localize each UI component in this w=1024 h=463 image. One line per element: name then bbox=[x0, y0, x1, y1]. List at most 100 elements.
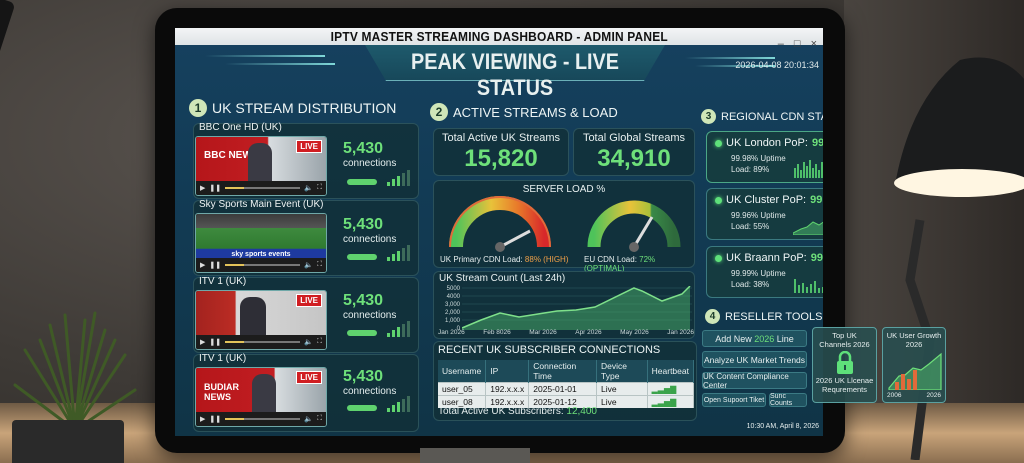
play-icon[interactable]: ▶ bbox=[200, 416, 206, 423]
top-uk-channels-card[interactable]: Top UK Channels 2026 2026 UK Llcenae Req… bbox=[812, 327, 877, 403]
monitor-stand bbox=[420, 448, 530, 463]
seek-bar[interactable] bbox=[225, 341, 301, 343]
cdn-pop-cluster[interactable]: UK Cluster PoP:99.98% 99.96% Uptime Load… bbox=[706, 188, 823, 240]
cdn-pop-london[interactable]: UK London PoP:99.98% 99.98% Uptime Load:… bbox=[706, 131, 823, 183]
x-start-label: 2006 bbox=[887, 392, 902, 399]
col-ip[interactable]: IP bbox=[485, 360, 530, 383]
decor-line bbox=[225, 63, 335, 65]
pop-load: Load: 55% bbox=[731, 222, 770, 231]
fullscreen-icon[interactable]: ⛶ bbox=[317, 184, 322, 191]
cell-heartbeat: ▂▃▅▇ bbox=[647, 382, 695, 396]
col-device-type[interactable]: Device Type bbox=[596, 360, 648, 383]
maximize-button[interactable]: □ bbox=[793, 38, 801, 50]
heartbeat-signal-icon: ▂▃▅▇ bbox=[651, 385, 677, 394]
pop-uptime: 99.96% Uptime bbox=[731, 211, 786, 220]
player-controls: ▶ ❚❚ 🔈 ⛶ bbox=[196, 412, 326, 426]
open-support-ticket-button[interactable]: Open Supoort Tiket bbox=[702, 393, 766, 407]
pop-uptime: 99.99% Uptime bbox=[731, 269, 786, 278]
volume-icon[interactable]: 🔈 bbox=[304, 416, 314, 423]
cell-username: user_08 bbox=[438, 395, 487, 408]
close-button[interactable]: × bbox=[810, 38, 817, 50]
add-new-line-button[interactable]: Add New 2026 Line bbox=[702, 330, 807, 347]
status-dot-icon bbox=[715, 139, 722, 147]
cell-ip: 192.x.x.x bbox=[485, 395, 530, 408]
channel-name: ITV 1 (UK) bbox=[199, 353, 247, 364]
section-title: UK STREAM DISTRIBUTION bbox=[212, 100, 397, 116]
total-subscribers: Total Active UK Subscribers: 12,400 bbox=[438, 406, 597, 417]
fullscreen-icon[interactable]: ⛶ bbox=[317, 261, 322, 268]
player-controls: ▶ ❚❚ 🔈 ⛶ bbox=[196, 258, 326, 272]
status-dot-icon bbox=[715, 254, 722, 262]
compliance-center-button[interactable]: UK Content Compliance Center bbox=[702, 372, 807, 390]
play-icon[interactable]: ▶ bbox=[200, 262, 206, 269]
channel-brand: sky sports events bbox=[231, 251, 291, 258]
card-title: UK User Growth 2026 bbox=[886, 331, 942, 349]
pause-icon[interactable]: ❚❚ bbox=[209, 262, 222, 269]
presenter-figure bbox=[248, 143, 272, 183]
banner-title: PEAK VIEWING - LIVE STATUS bbox=[411, 49, 619, 100]
seek-bar[interactable] bbox=[225, 418, 301, 420]
play-icon[interactable]: ▶ bbox=[200, 339, 206, 346]
section-active-streams-header: 2 ACTIVE STREAMS & LOAD bbox=[430, 103, 618, 121]
decor-line bbox=[205, 55, 325, 57]
channel-name: BBC One HD (UK) bbox=[199, 122, 282, 133]
section-reseller-tools-header: 4 RESELLER TOOLS & STATS bbox=[705, 309, 823, 324]
pause-icon[interactable]: ❚❚ bbox=[209, 185, 222, 192]
health-pill bbox=[347, 254, 377, 260]
pop-title: UK Braann PoP:99.98% bbox=[715, 252, 823, 264]
uk-user-growth-card[interactable]: UK User Growth 2026 2006 2026 bbox=[882, 327, 946, 403]
col-connection-time[interactable]: Connection Time bbox=[528, 360, 598, 383]
cell-device: Live bbox=[596, 395, 648, 408]
pop-title: UK London PoP:99.98% bbox=[715, 137, 823, 149]
channel-name: ITV 1 (UK) bbox=[199, 276, 247, 287]
cell-time: 2025-01-01 bbox=[528, 382, 598, 396]
volume-icon[interactable]: 🔈 bbox=[304, 262, 314, 269]
server-load-panel: SERVER LOAD % UK Primary CDN Load: 88% (… bbox=[433, 180, 695, 273]
stat-value: 15,820 bbox=[464, 145, 538, 172]
window-titlebar: IPTV MASTER STREAMING DASHBOARD - ADMIN … bbox=[175, 28, 823, 45]
video-thumbnail[interactable]: BBC NEWS LIVE ▶ ❚❚ 🔈 ⛶ bbox=[195, 136, 327, 196]
video-frame: BBC NEWS LIVE bbox=[196, 137, 326, 183]
volume-icon[interactable]: 🔈 bbox=[304, 185, 314, 192]
table-row[interactable]: user_08 192.x.x.x 2025-01-12 Live ▂▃▅▇ bbox=[438, 395, 695, 408]
eu-cdn-gauge bbox=[587, 200, 681, 252]
pause-icon[interactable]: ❚❚ bbox=[209, 339, 222, 346]
card-title: Top UK Channels 2026 bbox=[819, 331, 870, 349]
fullscreen-icon[interactable]: ⛶ bbox=[317, 338, 322, 345]
col-heartbeat[interactable]: Heartbeat bbox=[647, 360, 695, 383]
table-row[interactable]: user_05 192.x.x.x 2025-01-01 Live ▂▃▅▇ bbox=[438, 382, 695, 396]
channel-brand: BBC NEWS bbox=[204, 150, 259, 161]
sparkline-bars bbox=[794, 160, 823, 178]
pop-load: Load: 89% bbox=[731, 165, 770, 174]
section-number-badge: 4 bbox=[705, 309, 720, 324]
player-controls: ▶ ❚❚ 🔈 ⛶ bbox=[196, 181, 326, 195]
status-dot-icon bbox=[715, 196, 722, 204]
volume-icon[interactable]: 🔈 bbox=[304, 339, 314, 346]
area-chart bbox=[462, 286, 692, 330]
growth-chart bbox=[888, 352, 942, 390]
video-thumbnail[interactable]: LIVE ▶ ❚❚ 🔈 ⛶ bbox=[195, 290, 327, 350]
cdn-pop-braann[interactable]: UK Braann PoP:99.98% 99.99% Uptime Load:… bbox=[706, 246, 823, 298]
dashboard-screen: IPTV MASTER STREAMING DASHBOARD - ADMIN … bbox=[175, 28, 823, 436]
banner-tab bbox=[365, 45, 665, 81]
card-caption: 2026 UK Llcenae Requrements bbox=[815, 376, 874, 394]
x-axis-labels: Jan 2026 Feb 8026 Mar 2026 Apr 2026 May 2026… bbox=[438, 329, 694, 336]
section-number-badge: 2 bbox=[430, 103, 448, 121]
seek-bar[interactable] bbox=[225, 187, 301, 189]
video-thumbnail[interactable]: sky sports events ▶ ❚❚ 🔈 ⛶ bbox=[195, 213, 327, 273]
section-title: ACTIVE STREAMS & LOAD bbox=[453, 104, 618, 120]
video-thumbnail[interactable]: BUDIAR NEWS LIVE ▶ ❚❚ 🔈 ⛶ bbox=[195, 367, 327, 427]
connection-label: connections bbox=[343, 310, 397, 321]
play-icon[interactable]: ▶ bbox=[200, 185, 206, 192]
fullscreen-icon[interactable]: ⛶ bbox=[317, 415, 322, 422]
pause-icon[interactable]: ❚❚ bbox=[209, 416, 222, 423]
x-end-label: 2026 bbox=[926, 392, 941, 399]
col-username[interactable]: Username bbox=[438, 360, 487, 383]
total-uk-streams-card: Total Active UK Streams 15,820 bbox=[433, 128, 569, 176]
analyze-market-trends-button[interactable]: Analyze UK Market Trends bbox=[702, 351, 807, 368]
signal-icon bbox=[387, 245, 410, 261]
minimize-button[interactable]: – bbox=[777, 38, 784, 50]
sync-counts-button[interactable]: Sunc Counts bbox=[769, 393, 807, 407]
live-badge: LIVE bbox=[296, 140, 322, 153]
seek-bar[interactable] bbox=[225, 264, 301, 266]
